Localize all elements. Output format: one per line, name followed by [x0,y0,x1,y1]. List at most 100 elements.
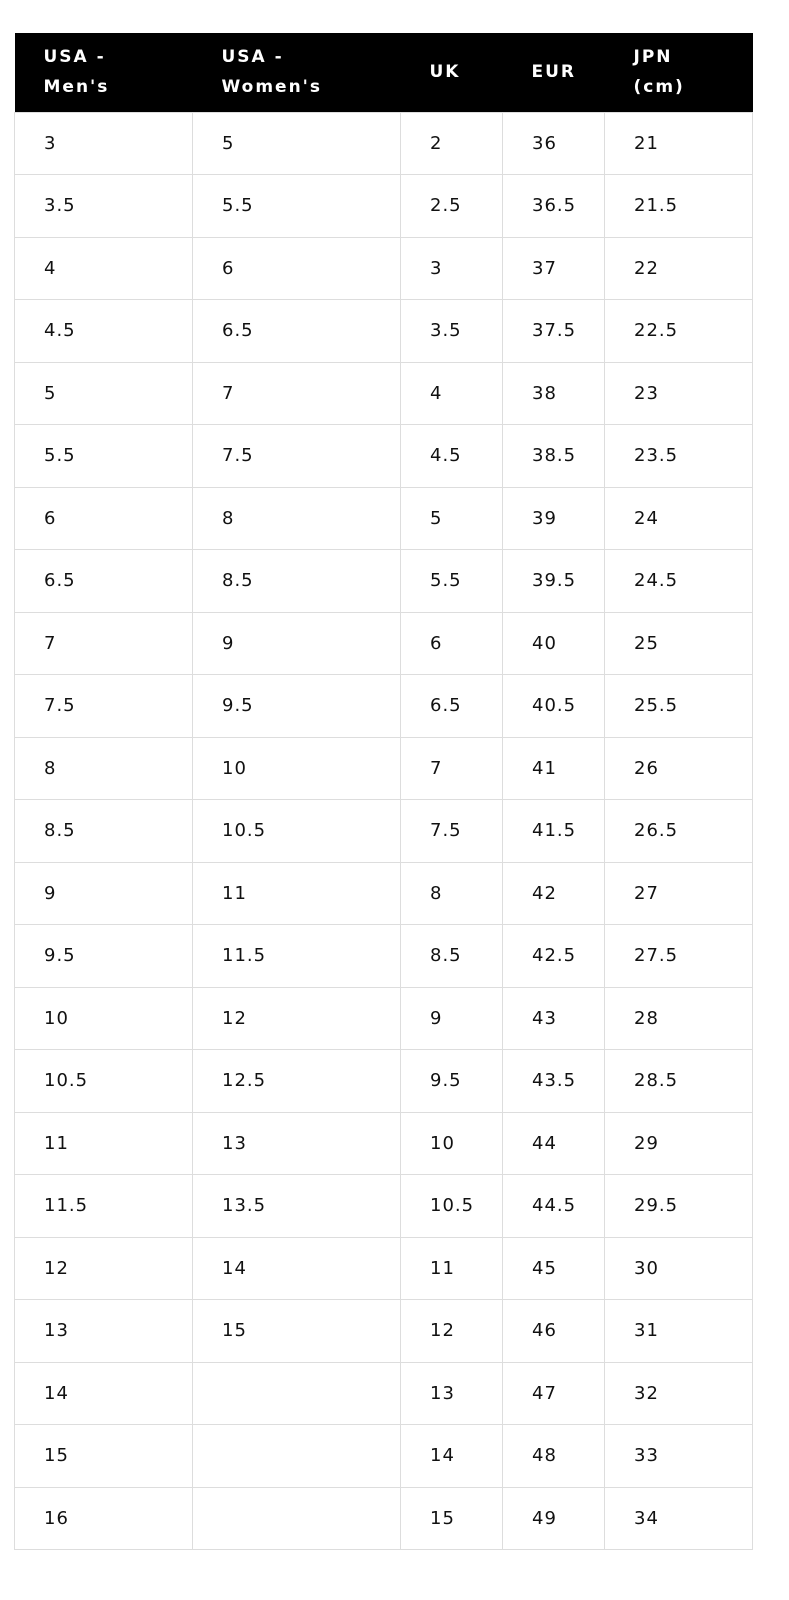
size-cell: 23.5 [604,424,753,488]
size-cell: 34 [604,1486,753,1550]
size-cell: 27.5 [604,924,753,988]
size-row: 7.5 9.5 6.5 40.5 25.5 [14,674,753,738]
size-cell: 24.5 [604,549,753,613]
size-cell: 8 [14,736,193,800]
size-cell: 7.5 [192,424,401,488]
size-cell: 47 [502,1361,605,1425]
size-cell: 38 [502,361,605,425]
size-cell: 11.5 [192,924,401,988]
size-row: 16 15 49 34 [14,1486,753,1550]
size-cell: 32 [604,1361,753,1425]
size-cell: 14 [400,1424,503,1488]
size-cell: 29.5 [604,1174,753,1238]
size-cell: 43 [502,986,605,1050]
size-cell: 5.5 [14,424,193,488]
size-cell: 6 [14,486,193,550]
size-cell: 11 [192,861,401,925]
size-row: 6.5 8.5 5.5 39.5 24.5 [14,549,753,613]
size-cell: 8 [192,486,401,550]
size-cell: 8 [400,861,503,925]
size-row: 9.5 11.5 8.5 42.5 27.5 [14,924,753,988]
size-cell: 45 [502,1236,605,1300]
size-cell: 10.5 [400,1174,503,1238]
size-cell: 42.5 [502,924,605,988]
size-cell: 9 [14,861,193,925]
size-cell: 33 [604,1424,753,1488]
size-cell: 4.5 [14,299,193,363]
size-cell: 28.5 [604,1049,753,1113]
size-cell: 12 [192,986,401,1050]
size-cell: 25 [604,611,753,675]
size-cell: 7.5 [400,799,503,863]
size-cell: 27 [604,861,753,925]
size-cell: 4 [14,236,193,300]
size-row: 6 8 5 39 24 [14,486,753,550]
size-cell: 26.5 [604,799,753,863]
size-cell: 12 [400,1299,503,1363]
size-cell: 40 [502,611,605,675]
size-row: 8 10 7 41 26 [14,736,753,800]
size-cell: 40.5 [502,674,605,738]
size-cell: 3.5 [400,299,503,363]
size-cell: 13 [192,1111,401,1175]
size-cell: 9.5 [400,1049,503,1113]
size-cell: 37.5 [502,299,605,363]
size-cell: 11 [14,1111,193,1175]
size-cell: 49 [502,1486,605,1550]
size-row: 7 9 6 40 25 [14,611,753,675]
size-cell: 10 [192,736,401,800]
column-header: UK [400,33,503,112]
size-row: 11.5 13.5 10.5 44.5 29.5 [14,1174,753,1238]
size-cell: 10.5 [14,1049,193,1113]
size-cell: 30 [604,1236,753,1300]
size-cell: 44.5 [502,1174,605,1238]
header-row: USA - Men's USA - Women's UK EUR JPN (cm) [14,33,753,112]
size-cell: 14 [14,1361,193,1425]
size-cell: 6.5 [400,674,503,738]
column-header: EUR [502,33,605,112]
column-header: USA - Men's [14,33,193,112]
size-row: 8.5 10.5 7.5 41.5 26.5 [14,799,753,863]
size-cell: 11 [400,1236,503,1300]
size-cell: 28 [604,986,753,1050]
size-cell: 10 [400,1111,503,1175]
size-cell: 8.5 [14,799,193,863]
size-cell: 46 [502,1299,605,1363]
size-cell: 13.5 [192,1174,401,1238]
size-row: 3 5 2 36 21 [14,111,753,175]
size-cell: 43.5 [502,1049,605,1113]
size-cell: 29 [604,1111,753,1175]
empty-cell [192,1361,401,1425]
size-row: 12 14 11 45 30 [14,1236,753,1300]
size-cell: 42 [502,861,605,925]
size-cell: 9 [400,986,503,1050]
size-cell: 21.5 [604,174,753,238]
size-row: 14 13 47 32 [14,1361,753,1425]
size-cell: 5.5 [192,174,401,238]
size-cell: 41 [502,736,605,800]
size-cell: 7 [192,361,401,425]
size-cell: 9.5 [192,674,401,738]
size-cell: 39.5 [502,549,605,613]
size-row: 13 15 12 46 31 [14,1299,753,1363]
size-cell: 4 [400,361,503,425]
size-cell: 21 [604,111,753,175]
size-row: 4 6 3 37 22 [14,236,753,300]
size-cell: 22.5 [604,299,753,363]
size-cell: 5 [400,486,503,550]
size-cell: 11.5 [14,1174,193,1238]
size-row: 5 7 4 38 23 [14,361,753,425]
size-cell: 4.5 [400,424,503,488]
size-cell: 31 [604,1299,753,1363]
size-cell: 3 [400,236,503,300]
size-cell: 10.5 [192,799,401,863]
size-cell: 13 [14,1299,193,1363]
size-cell: 24 [604,486,753,550]
size-cell: 7.5 [14,674,193,738]
size-cell: 14 [192,1236,401,1300]
table-body: 3 5 2 36 21 3.5 5.5 2.5 36.5 21.5 4 6 3 37 22 4.5 6.5 3.5… [14,111,753,1550]
size-cell: 15 [400,1486,503,1550]
size-row: 15 14 48 33 [14,1424,753,1488]
